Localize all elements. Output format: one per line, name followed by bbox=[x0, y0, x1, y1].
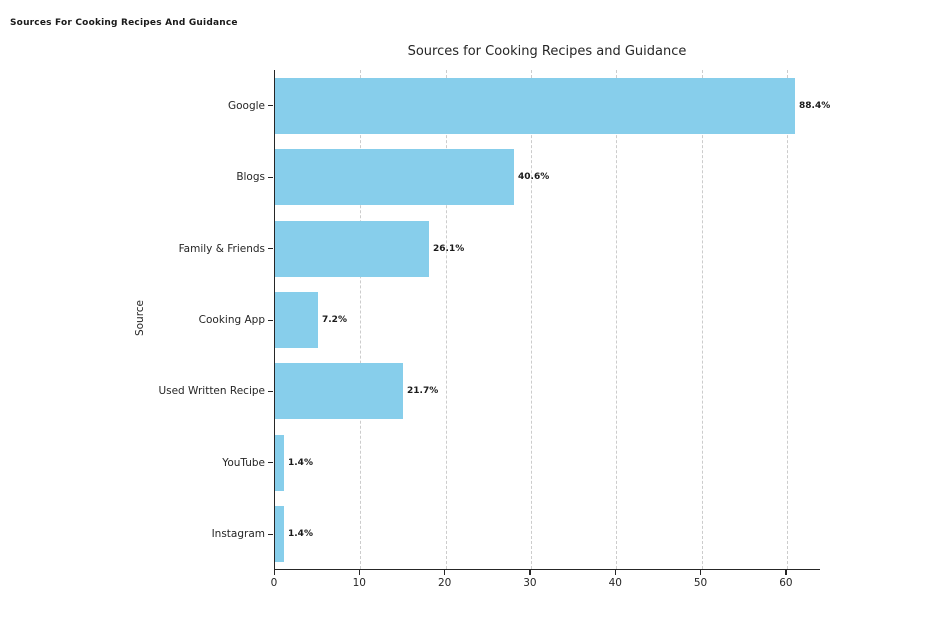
x-tick-label: 20 bbox=[437, 577, 452, 589]
gridline bbox=[360, 70, 362, 569]
y-axis-label: Source bbox=[134, 299, 146, 337]
bar-value-label: 1.4% bbox=[288, 529, 313, 539]
gridline bbox=[786, 70, 788, 569]
x-tick-mark bbox=[273, 570, 275, 575]
bar bbox=[275, 435, 284, 491]
y-tick-mark bbox=[268, 534, 273, 536]
x-tick-label: 50 bbox=[693, 577, 708, 589]
plot-area: 88.4% 40.6% 26.1% 7.2% 21.7% 1.4% 1.4% bbox=[274, 70, 830, 570]
bar bbox=[275, 292, 318, 348]
chart-title: Sources for Cooking Recipes and Guidance bbox=[407, 44, 687, 59]
gridline bbox=[616, 70, 618, 569]
y-tick-mark bbox=[268, 177, 273, 179]
y-tick-label: Used Written Recipe bbox=[158, 385, 265, 397]
x-tick-mark bbox=[444, 570, 446, 575]
bar-value-label: 26.1% bbox=[433, 244, 465, 254]
y-tick-mark bbox=[268, 248, 273, 250]
bar-value-label: 1.4% bbox=[288, 458, 313, 468]
y-tick-label: Cooking App bbox=[198, 314, 265, 326]
bar bbox=[275, 506, 284, 562]
y-tick-label: Blogs bbox=[236, 171, 265, 183]
x-tick-mark bbox=[529, 570, 531, 575]
y-tick-label: Instagram bbox=[211, 528, 265, 540]
page-header: Sources For Cooking Recipes And Guidance bbox=[10, 18, 238, 28]
x-tick-mark bbox=[700, 570, 702, 575]
x-tick-label: 40 bbox=[608, 577, 622, 589]
x-tick-label: 10 bbox=[352, 577, 366, 589]
y-tick-mark bbox=[268, 105, 273, 107]
x-tick-label: 0 bbox=[270, 577, 278, 589]
y-tick-label: Google bbox=[227, 100, 265, 112]
gridline bbox=[445, 70, 447, 569]
bar bbox=[275, 149, 514, 205]
bar-value-label: 7.2% bbox=[322, 315, 347, 325]
y-tick-mark bbox=[268, 391, 273, 393]
x-tick-mark bbox=[785, 570, 787, 575]
x-tick-mark bbox=[614, 570, 616, 575]
x-tick-mark bbox=[358, 570, 360, 575]
y-tick-label: YouTube bbox=[222, 457, 265, 469]
bar-value-label: 40.6% bbox=[518, 172, 550, 182]
bar-value-label: 88.4% bbox=[799, 101, 831, 111]
y-tick-label: Family & Friends bbox=[178, 243, 265, 255]
y-tick-mark bbox=[268, 320, 273, 322]
bar bbox=[275, 221, 429, 277]
bar-value-label: 21.7% bbox=[407, 386, 439, 396]
bar bbox=[275, 363, 403, 419]
gridline bbox=[530, 70, 532, 569]
gridline bbox=[701, 70, 703, 569]
bar bbox=[275, 78, 795, 134]
x-tick-label: 30 bbox=[523, 577, 537, 589]
y-tick-mark bbox=[268, 462, 273, 464]
x-tick-label: 60 bbox=[779, 577, 793, 589]
